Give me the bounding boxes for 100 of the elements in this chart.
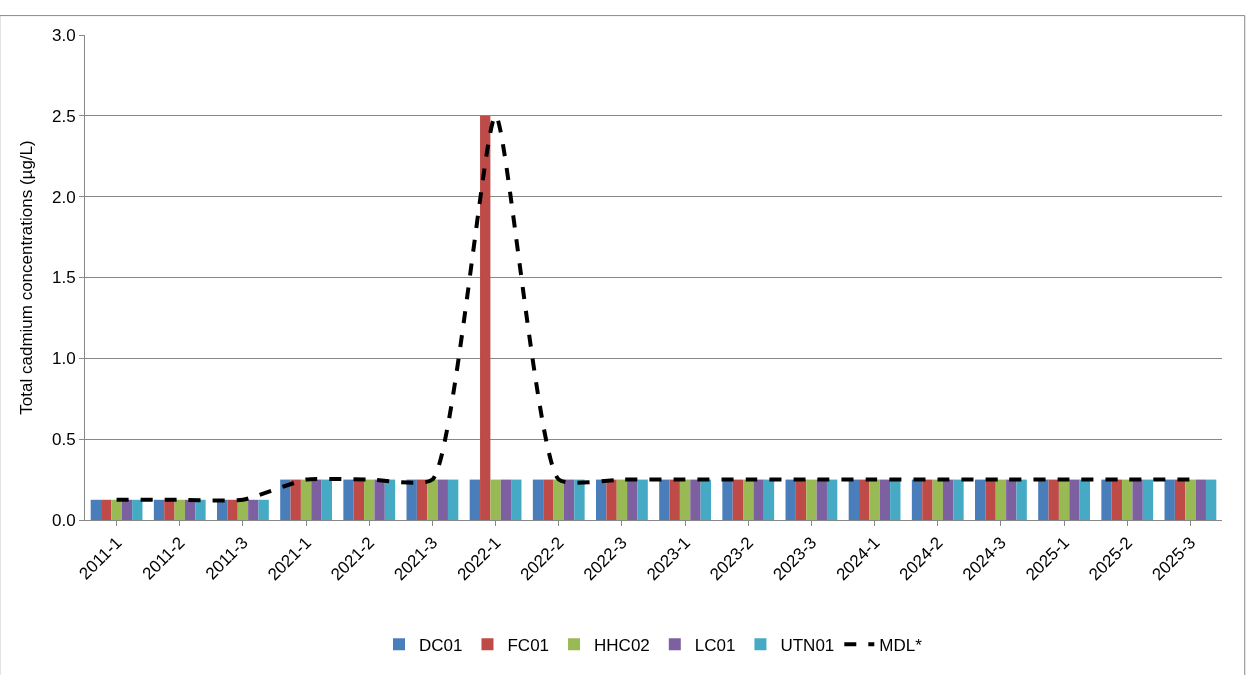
bar (174, 499, 185, 520)
legend-label: LC01 (694, 635, 736, 655)
bar (932, 479, 943, 520)
bar (563, 479, 575, 520)
y-tick-label: 2.0 (51, 187, 76, 207)
legend-label: DC01 (419, 635, 463, 655)
bar (732, 479, 744, 520)
bar (1101, 479, 1112, 520)
bar (859, 479, 870, 520)
y-tick-label: 0.5 (51, 430, 76, 450)
bar (1205, 479, 1217, 520)
bar (995, 479, 1007, 520)
legend-label: UTN01 (780, 635, 835, 655)
bar (826, 479, 838, 520)
bar (1174, 479, 1186, 520)
bar (606, 479, 617, 520)
bar (343, 479, 354, 520)
bar (132, 499, 143, 520)
bar (1006, 479, 1017, 520)
bar (1195, 479, 1206, 520)
bar (795, 479, 807, 520)
bar (111, 499, 122, 520)
bar (659, 479, 670, 520)
bar (321, 479, 332, 520)
bar (753, 479, 764, 520)
bar (890, 479, 901, 520)
bar (1142, 479, 1154, 520)
bar (1048, 479, 1059, 520)
bar (763, 479, 775, 520)
bar (164, 499, 175, 520)
bar (596, 479, 607, 520)
bar (637, 479, 648, 520)
bar (153, 499, 165, 520)
bar (700, 479, 711, 520)
bar (384, 479, 396, 520)
bar (869, 479, 880, 520)
bar (1164, 479, 1175, 520)
y-tick-label: 2.5 (51, 106, 76, 126)
bar (364, 479, 375, 520)
y-tick-label: 1.0 (51, 349, 76, 369)
bar (785, 479, 796, 520)
bar (300, 479, 312, 520)
bar (1016, 479, 1027, 520)
bar (248, 499, 259, 520)
bar (280, 479, 291, 520)
bar (427, 479, 438, 520)
bar (553, 479, 564, 520)
bar (258, 499, 269, 520)
bar (627, 479, 638, 520)
bar (195, 499, 206, 520)
bar (1069, 479, 1080, 520)
bar (416, 479, 428, 520)
bar (437, 479, 448, 520)
y-tick-label: 1.5 (51, 268, 76, 288)
bar (480, 115, 491, 520)
bar (879, 479, 891, 520)
y-tick-label: 3.0 (51, 25, 76, 45)
bar (743, 479, 754, 520)
legend-label: HHC02 (594, 635, 650, 655)
bar (1122, 479, 1133, 520)
bar (311, 479, 322, 520)
bar (1038, 479, 1049, 520)
bar (1185, 479, 1196, 520)
bar (490, 479, 501, 520)
bar (985, 479, 996, 520)
bar (722, 479, 733, 520)
bar (227, 499, 238, 520)
bar (447, 479, 459, 520)
bar (942, 479, 954, 520)
bar (616, 479, 628, 520)
bar (90, 499, 102, 520)
y-tick-label: 0.0 (51, 510, 76, 530)
bar (374, 479, 385, 520)
bar (953, 479, 964, 520)
bar (406, 479, 417, 520)
legend-label: FC01 (507, 635, 550, 655)
bar (101, 499, 112, 520)
bar (690, 479, 701, 520)
bar (806, 479, 817, 520)
bar (669, 479, 680, 520)
bar (1111, 479, 1123, 520)
bar (679, 479, 691, 520)
bar (500, 479, 512, 520)
bar (511, 479, 522, 520)
bar (353, 479, 365, 520)
bar (532, 479, 544, 520)
bar (922, 479, 933, 520)
bar (574, 479, 585, 520)
bar (816, 479, 827, 520)
bar (1079, 479, 1090, 520)
y-axis-title: Total cadmium concentrations (µg/L) (16, 140, 36, 415)
bar (543, 479, 554, 520)
bar (469, 479, 481, 520)
bar (975, 479, 986, 520)
bar (1132, 479, 1143, 520)
bar (848, 479, 860, 520)
bar (290, 479, 301, 520)
bar (911, 479, 923, 520)
bar (1058, 479, 1070, 520)
legend-label: MDL* (879, 635, 923, 655)
